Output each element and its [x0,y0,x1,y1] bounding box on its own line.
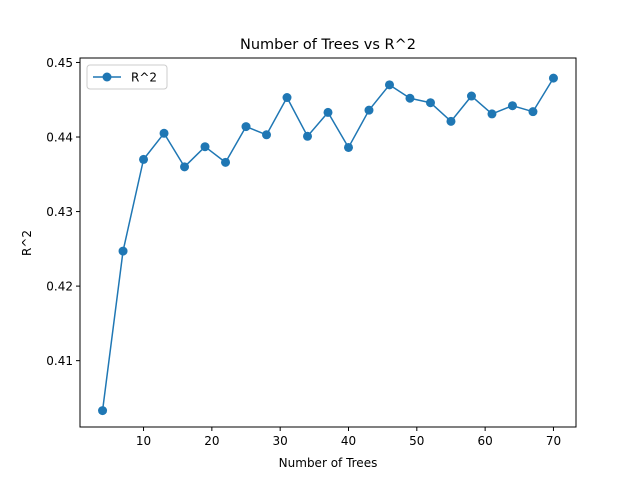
data-point [507,101,517,111]
data-point [425,98,435,108]
y-tick-label: 0.45 [46,56,73,70]
data-point [159,128,169,138]
data-point [180,162,190,172]
data-point [118,246,128,256]
y-axis: 0.41 0.42 0.43 0.44 0.45 [46,56,80,368]
x-tick-label: 60 [477,434,492,448]
data-point [323,107,333,117]
axes-frame [79,57,577,428]
data-point [200,142,210,152]
x-tick-label: 10 [136,434,151,448]
x-axis: 10 20 30 40 50 60 70 [136,427,561,448]
legend-box [86,64,168,90]
y-tick-label: 0.41 [46,354,73,368]
data-point [98,406,108,416]
x-tick-label: 20 [204,434,219,448]
data-point [487,109,497,119]
data-point [221,157,231,167]
data-point [282,93,292,103]
y-tick-label: 0.43 [46,205,73,219]
data-point [384,80,394,90]
data-point [528,107,538,117]
data-point [303,131,313,141]
series-layer [98,73,558,416]
data-point [364,105,374,115]
x-tick-label: 70 [546,434,561,448]
legend-marker-swatch [102,72,112,82]
data-point [446,116,456,126]
chart-title: Number of Trees vs R^2 [240,37,416,53]
legend-entry-r2: R^2 [131,71,157,85]
legend: R^2 [86,64,168,90]
data-point [466,91,476,101]
data-point [262,130,272,140]
y-axis-title: R^2 [20,230,34,256]
data-point [343,142,353,152]
plot-area [79,57,577,428]
x-axis-title: Number of Trees [279,456,378,470]
x-tick-label: 30 [273,434,288,448]
x-tick-label: 50 [409,434,424,448]
y-tick-label: 0.42 [46,280,73,294]
data-point [241,122,251,132]
x-tick-label: 40 [341,434,356,448]
data-point [548,73,558,83]
y-tick-label: 0.44 [46,131,73,145]
data-point [139,154,149,164]
data-point [405,93,415,103]
